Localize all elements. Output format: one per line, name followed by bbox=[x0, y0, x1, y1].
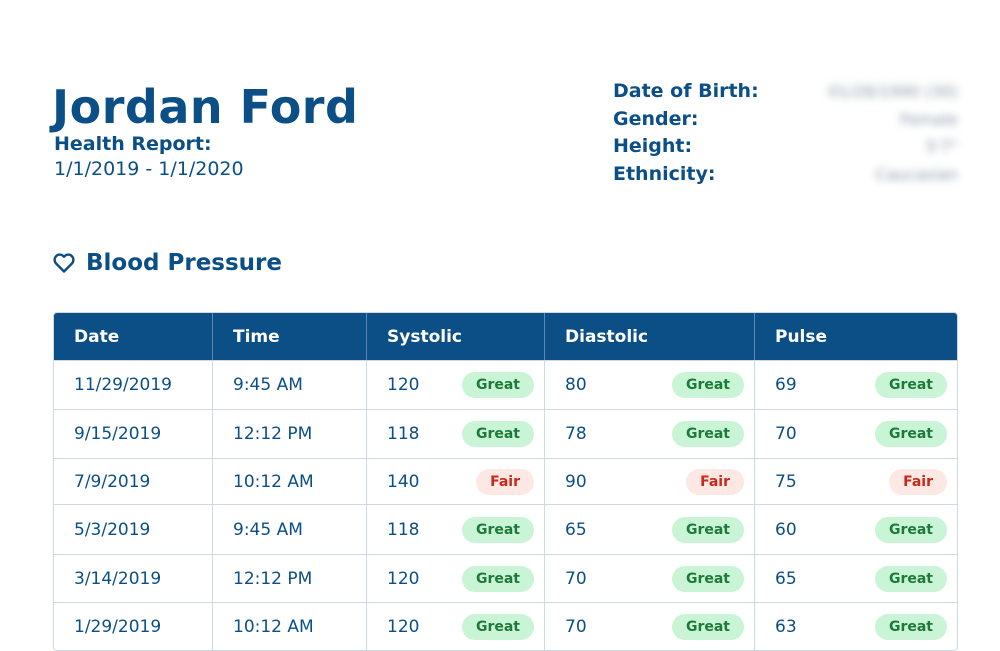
section-label: Blood Pressure bbox=[86, 250, 282, 276]
cell-date: 1/29/2019 bbox=[54, 602, 212, 650]
status-badge: Great bbox=[461, 565, 534, 592]
cell-systolic: 120 Great bbox=[366, 360, 544, 409]
table-row: 9/15/2019 12:12 PM 118 Great 78 Great 70 Great bbox=[54, 409, 957, 458]
status-badge: Fair bbox=[889, 468, 947, 495]
status-badge: Great bbox=[671, 613, 744, 640]
cell-diastolic: 65 Great bbox=[544, 504, 754, 554]
cell-diastolic: 80 Great bbox=[544, 360, 754, 409]
cell-diastolic-value: 90 bbox=[565, 471, 587, 492]
demographics-row-gender: Gender: Female bbox=[613, 108, 958, 136]
ethnicity-label: Ethnicity: bbox=[613, 162, 716, 185]
cell-systolic: 140 Fair bbox=[366, 458, 544, 504]
cell-date: 11/29/2019 bbox=[54, 360, 212, 409]
cell-pulse-value: 63 bbox=[775, 616, 797, 637]
status-badge: Great bbox=[671, 516, 744, 543]
height-label: Height: bbox=[613, 135, 693, 157]
report-date-range: 1/1/2019 - 1/1/2020 bbox=[54, 158, 244, 180]
patient-name: Jordan Ford bbox=[52, 80, 359, 134]
cell-diastolic: 70 Great bbox=[544, 602, 754, 650]
cell-date: 7/9/2019 bbox=[54, 458, 212, 504]
cell-pulse: 70 Great bbox=[754, 409, 957, 458]
cell-pulse: 75 Fair bbox=[754, 458, 957, 504]
status-badge: Great bbox=[461, 516, 534, 543]
cell-date: 3/14/2019 bbox=[54, 554, 212, 602]
dob-value: 01/28/1990 (30) bbox=[827, 82, 958, 101]
status-badge: Great bbox=[671, 565, 744, 592]
header-time: Time bbox=[212, 313, 366, 360]
cell-pulse: 60 Great bbox=[754, 504, 957, 554]
table-row: 7/9/2019 10:12 AM 140 Fair 90 Fair 75 Fair bbox=[54, 458, 957, 504]
cell-time: 9:45 AM bbox=[212, 504, 366, 554]
status-badge: Great bbox=[671, 421, 744, 447]
status-badge: Great bbox=[461, 421, 534, 447]
cell-systolic: 120 Great bbox=[366, 554, 544, 602]
status-badge: Great bbox=[461, 613, 534, 640]
header-pulse: Pulse bbox=[754, 313, 957, 360]
cell-date: 5/3/2019 bbox=[54, 504, 212, 554]
status-badge: Great bbox=[874, 421, 947, 447]
blood-pressure-section-title: Blood Pressure bbox=[52, 250, 282, 276]
cell-diastolic-value: 78 bbox=[565, 424, 587, 444]
status-badge: Fair bbox=[476, 468, 534, 495]
cell-systolic-value: 120 bbox=[387, 375, 420, 395]
status-badge: Great bbox=[461, 372, 534, 398]
cell-pulse-value: 65 bbox=[775, 568, 797, 589]
cell-diastolic-value: 65 bbox=[565, 519, 587, 540]
demographics-row-height: Height: 5'7" bbox=[613, 135, 958, 163]
cell-systolic: 118 Great bbox=[366, 504, 544, 554]
cell-systolic-value: 140 bbox=[387, 471, 420, 492]
height-value: 5'7" bbox=[925, 137, 958, 156]
table-header-row: Date Time Systolic Diastolic Pulse bbox=[54, 313, 957, 360]
demographics-row-ethnicity: Ethnicity: Caucasian bbox=[613, 163, 958, 191]
table-row: 11/29/2019 9:45 AM 120 Great 80 Great 69 Great bbox=[54, 360, 957, 409]
cell-time: 10:12 AM bbox=[212, 602, 366, 650]
demographics-panel: Date of Birth: 01/28/1990 (30) Gender: F… bbox=[613, 80, 958, 190]
cell-time: 12:12 PM bbox=[212, 409, 366, 458]
blood-pressure-table: Date Time Systolic Diastolic Pulse 11/29… bbox=[53, 312, 958, 651]
status-badge: Great bbox=[874, 565, 947, 592]
cell-diastolic-value: 80 bbox=[565, 375, 587, 395]
cell-pulse: 69 Great bbox=[754, 360, 957, 409]
cell-systolic-value: 118 bbox=[387, 519, 420, 540]
heart-icon bbox=[52, 251, 76, 275]
dob-label: Date of Birth: bbox=[613, 80, 759, 102]
cell-pulse-value: 69 bbox=[775, 375, 797, 395]
status-badge: Great bbox=[874, 613, 947, 640]
cell-diastolic: 90 Fair bbox=[544, 458, 754, 504]
gender-value: Female bbox=[900, 109, 958, 129]
cell-pulse-value: 75 bbox=[775, 471, 797, 492]
cell-systolic-value: 120 bbox=[387, 568, 420, 589]
header-diastolic: Diastolic bbox=[544, 313, 754, 360]
table-body: 11/29/2019 9:45 AM 120 Great 80 Great 69 Great 9… bbox=[54, 360, 957, 650]
cell-diastolic: 78 Great bbox=[544, 409, 754, 458]
cell-diastolic: 70 Great bbox=[544, 554, 754, 602]
cell-pulse: 63 Great bbox=[754, 602, 957, 650]
cell-date: 9/15/2019 bbox=[54, 409, 212, 458]
header-date: Date bbox=[54, 313, 212, 360]
cell-time: 10:12 AM bbox=[212, 458, 366, 504]
table-row: 3/14/2019 12:12 PM 120 Great 70 Great 65 Great bbox=[54, 554, 957, 602]
table-row: 5/3/2019 9:45 AM 118 Great 65 Great 60 Great bbox=[54, 504, 957, 554]
cell-systolic-value: 120 bbox=[387, 616, 420, 637]
cell-systolic: 120 Great bbox=[366, 602, 544, 650]
cell-pulse: 65 Great bbox=[754, 554, 957, 602]
header-systolic: Systolic bbox=[366, 313, 544, 360]
demographics-row-dob: Date of Birth: 01/28/1990 (30) bbox=[613, 80, 958, 108]
report-label: Health Report: bbox=[54, 133, 212, 155]
cell-systolic-value: 118 bbox=[387, 424, 420, 444]
status-badge: Great bbox=[874, 372, 947, 398]
cell-diastolic-value: 70 bbox=[565, 568, 587, 589]
cell-time: 9:45 AM bbox=[212, 360, 366, 409]
cell-systolic: 118 Great bbox=[366, 409, 544, 458]
cell-pulse-value: 60 bbox=[775, 519, 797, 540]
cell-time: 12:12 PM bbox=[212, 554, 366, 602]
status-badge: Great bbox=[671, 372, 744, 398]
table-row: 1/29/2019 10:12 AM 120 Great 70 Great 63 Great bbox=[54, 602, 957, 650]
status-badge: Great bbox=[874, 516, 947, 543]
cell-diastolic-value: 70 bbox=[565, 616, 587, 637]
gender-label: Gender: bbox=[613, 107, 699, 130]
status-badge: Fair bbox=[686, 468, 744, 495]
cell-pulse-value: 70 bbox=[775, 424, 797, 444]
ethnicity-value: Caucasian bbox=[875, 164, 958, 184]
